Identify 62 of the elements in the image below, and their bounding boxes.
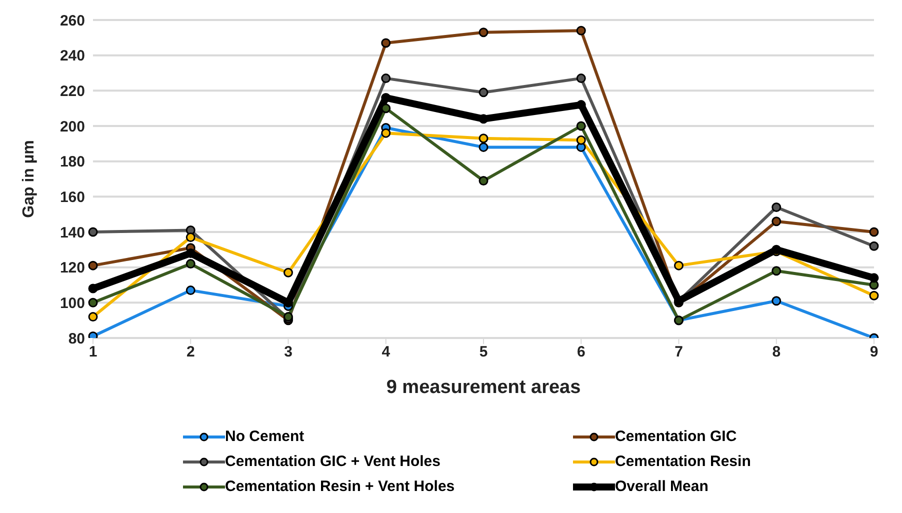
- legend-label: Cementation Resin: [615, 453, 751, 470]
- point: [772, 266, 782, 276]
- point: [381, 74, 391, 84]
- point: [88, 298, 98, 308]
- point: [869, 241, 879, 251]
- x-tick-label: 4: [382, 344, 391, 361]
- point: [186, 286, 196, 296]
- point: [186, 259, 196, 269]
- point: [772, 216, 782, 226]
- point: [284, 268, 293, 278]
- y-tick-label: 180: [60, 154, 85, 171]
- point: [478, 88, 488, 98]
- x-tick-label: 6: [576, 344, 586, 361]
- point: [478, 28, 488, 38]
- point: [88, 227, 98, 237]
- x-tick-label: 1: [88, 344, 98, 361]
- point: [869, 273, 879, 283]
- point: [88, 284, 98, 294]
- x-tick-label: 2: [186, 344, 195, 361]
- legend-label: Cementation GIC: [615, 428, 737, 445]
- point: [576, 135, 586, 145]
- point: [576, 74, 586, 84]
- point: [478, 114, 488, 124]
- y-tick-label: 200: [60, 118, 85, 136]
- point: [381, 128, 391, 138]
- point: [88, 260, 98, 270]
- x-tick-label: 9: [870, 344, 878, 361]
- legend-label: No Cement: [225, 428, 304, 445]
- x-axis-title: 9 measurement areas: [386, 377, 581, 398]
- point: [381, 92, 391, 102]
- point: [869, 227, 879, 237]
- point: [674, 260, 684, 270]
- point: [381, 38, 391, 48]
- y-tick-label: 100: [60, 294, 85, 312]
- y-tick-label: 240: [60, 48, 85, 65]
- y-tick-label: 80: [68, 330, 85, 348]
- point: [186, 248, 196, 258]
- y-tick-label: 120: [60, 260, 85, 277]
- point: [869, 290, 879, 300]
- point: [88, 312, 98, 322]
- point: [576, 26, 586, 36]
- point: [478, 142, 488, 152]
- point: [186, 232, 196, 242]
- y-axis-title: Gap in µm: [20, 140, 38, 218]
- point: [576, 100, 586, 110]
- y-tick-label: 140: [60, 224, 85, 242]
- x-tick-label: 3: [284, 344, 292, 361]
- x-tick-label: 8: [772, 344, 781, 361]
- legend-label: Overall Mean: [615, 478, 708, 495]
- point: [478, 176, 488, 186]
- y-tick-label: 160: [60, 188, 85, 206]
- legend-label: Cementation GIC + Vent Holes: [225, 453, 440, 470]
- point: [772, 202, 782, 212]
- x-tick-label: 7: [674, 344, 683, 361]
- y-tick-label: 260: [60, 12, 85, 30]
- point: [478, 134, 488, 144]
- y-tick-label: 220: [60, 82, 85, 100]
- point: [772, 296, 782, 306]
- legend-label: Cementation Resin + Vent Holes: [225, 478, 455, 495]
- point: [576, 121, 586, 131]
- point: [381, 104, 391, 114]
- x-tick-label: 5: [479, 344, 488, 361]
